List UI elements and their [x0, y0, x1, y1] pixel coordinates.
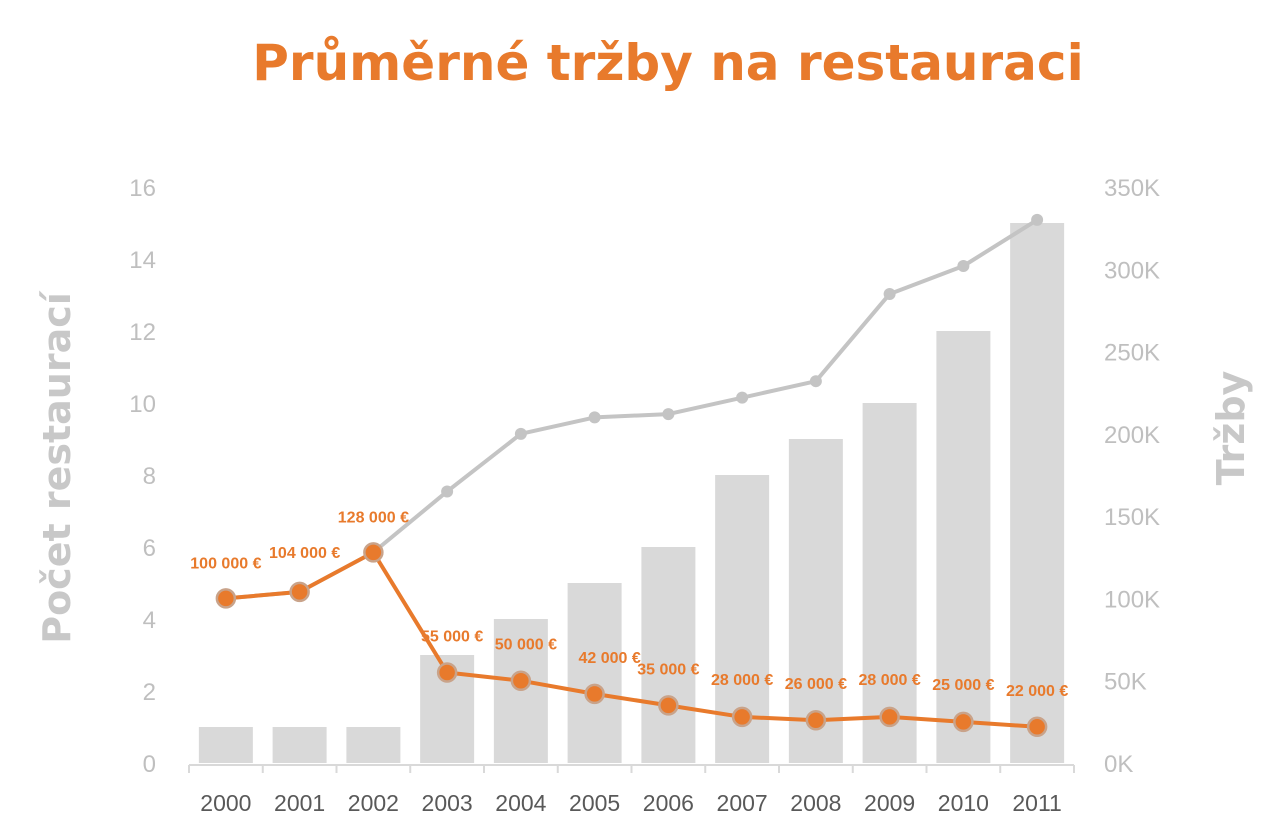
total-revenue-point-2010	[957, 259, 970, 272]
average-revenue-line	[225, 550, 1038, 729]
total-revenue-point-2005	[588, 411, 601, 424]
y-right-tick-label: 150K	[1104, 504, 1160, 531]
y-left-tick-label: 14	[129, 247, 156, 274]
y-right-tick-label: 350K	[1104, 175, 1160, 202]
right-axis-title: Tržby	[1209, 370, 1253, 485]
average-revenue-label-2003: 55 000 €	[421, 628, 483, 645]
x-tick-label: 2002	[348, 790, 399, 816]
average-revenue-point-2002	[363, 542, 384, 563]
y-left-tick-label: 8	[143, 463, 156, 490]
total-revenue-point-2009	[883, 287, 896, 300]
y-right-tick-label: 100K	[1104, 586, 1160, 613]
average-revenue-label-2010: 25 000 €	[932, 677, 994, 694]
axes-layer: 2000 2001 2002 2003 2004 2005 2006 2007 2008 2009…	[129, 175, 1160, 816]
x-tick-label: 2004	[495, 790, 546, 816]
average-revenue-point-2011	[1026, 716, 1048, 738]
y-left-tick-label: 2	[143, 679, 156, 706]
x-tick-label: 2010	[938, 790, 989, 816]
average-revenue-label-2005: 42 000 €	[578, 650, 640, 667]
x-tick-label: 2011	[1012, 790, 1061, 816]
y-left-tick-label: 4	[143, 607, 156, 634]
y-left-tick-label: 0	[143, 751, 156, 778]
bar-2011	[1010, 223, 1065, 763]
average-revenue-point-2007	[731, 706, 753, 728]
y-left-tick-label: 10	[129, 391, 156, 418]
x-tick-label: 2003	[422, 790, 473, 816]
x-tick-label: 2008	[790, 790, 841, 816]
x-tick-label: 2005	[569, 790, 620, 816]
bar-2009	[862, 403, 917, 763]
average-revenue-point-2008	[805, 709, 827, 731]
average-revenue-label-2007: 28 000 €	[711, 672, 773, 689]
bar-2010	[936, 331, 991, 763]
x-tick-label: 2006	[643, 790, 694, 816]
average-revenue-label-2006: 35 000 €	[637, 661, 699, 678]
average-revenue-point-2003	[436, 662, 458, 683]
y-right-tick-label: 200K	[1104, 422, 1160, 449]
average-revenue-point-2005	[584, 683, 605, 705]
average-revenue-point-2000	[215, 588, 237, 609]
average-revenue-label-2009: 28 000 €	[858, 672, 920, 689]
y-left-tick-label: 12	[129, 319, 156, 346]
bar-2005	[567, 583, 622, 763]
lines-layer	[215, 213, 1048, 738]
average-revenue-label-2004: 50 000 €	[495, 637, 557, 654]
bar-2000	[198, 727, 253, 763]
average-revenue-label-2008: 26 000 €	[785, 676, 847, 693]
x-tick-label: 2009	[864, 790, 915, 816]
average-revenue-label-2002: 128 000 €	[338, 509, 409, 526]
y-left-tick-label: 16	[129, 175, 156, 202]
total-revenue-point-2008	[809, 375, 822, 388]
bar-2004	[493, 619, 548, 763]
average-revenue-point-2010	[953, 711, 974, 733]
y-right-tick-label: 250K	[1104, 340, 1160, 367]
bar-2008	[788, 439, 843, 763]
x-tick-label: 2007	[717, 790, 768, 816]
average-revenue-label-2001: 104 000 €	[269, 545, 340, 562]
average-revenue-label-2000: 100 000 €	[190, 555, 261, 572]
total-revenue-point-2004	[514, 427, 527, 440]
average-revenue-point-2009	[879, 706, 900, 728]
total-revenue-point-2007	[736, 391, 749, 404]
y-left-tick-label: 6	[143, 535, 156, 562]
bar-2002	[346, 727, 401, 763]
total-revenue-point-2006	[662, 408, 675, 421]
bar-2006	[641, 547, 696, 763]
y-right-tick-label: 0K	[1104, 751, 1133, 778]
total-revenue-point-2003	[441, 485, 454, 498]
average-revenue-point-2004	[510, 670, 532, 691]
y-right-tick-label: 50K	[1104, 669, 1147, 696]
left-axis-title: Počet restaurací	[35, 290, 79, 644]
average-revenue-label-2011: 22 000 €	[1006, 683, 1068, 700]
x-tick-label: 2000	[200, 790, 251, 816]
total-revenue-point-2011	[1031, 213, 1044, 226]
average-revenue-point-2001	[289, 581, 310, 603]
bar-2001	[272, 727, 327, 763]
x-tick-label: 2001	[274, 790, 325, 816]
y-right-tick-label: 300K	[1104, 257, 1160, 284]
chart-title: Průměrné tržby na restauraci	[252, 34, 1083, 92]
labels-layer: 100 000 € 104 000 € 128 000 € 55 000 € 50 00…	[190, 509, 1068, 699]
average-revenue-point-2006	[658, 695, 679, 716]
